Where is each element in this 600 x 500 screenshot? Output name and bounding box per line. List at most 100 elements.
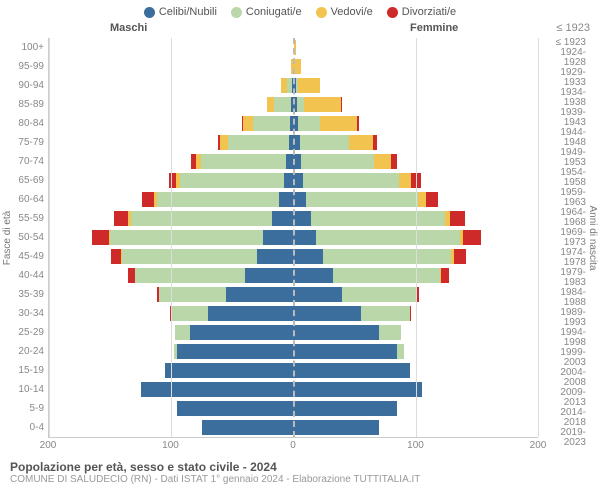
age-label: 85-89: [14, 95, 44, 114]
age-label: 65-69: [14, 171, 44, 190]
bar-segment: [411, 173, 421, 188]
bar-segment: [397, 344, 403, 359]
bar-segment: [441, 268, 448, 283]
male-half: [49, 285, 294, 304]
bar-segment: [180, 173, 284, 188]
plot: [48, 38, 538, 438]
female-half: [294, 399, 539, 418]
female-half: [294, 152, 539, 171]
male-half: [49, 266, 294, 285]
year-label: 1999-2003: [542, 348, 586, 368]
bar-segment: [294, 173, 304, 188]
bar-segment: [263, 230, 294, 245]
bar-segment: [297, 97, 304, 112]
year-label: 1944-1948: [542, 128, 586, 148]
year-label: 1934-1938: [542, 88, 586, 108]
bar-segment: [177, 401, 293, 416]
bar-segment: [426, 192, 438, 207]
female-half: [294, 38, 539, 57]
bar-segment: [159, 287, 226, 302]
bar-segment: [301, 154, 374, 169]
age-label: 50-54: [14, 228, 44, 247]
age-label: 35-39: [14, 286, 44, 305]
female-half: [294, 228, 539, 247]
bar-segment: [463, 230, 480, 245]
center-line: [293, 38, 295, 437]
age-label: 70-74: [14, 152, 44, 171]
bar-segment: [226, 287, 293, 302]
age-label: 15-19: [14, 362, 44, 381]
year-label: 1929-1933: [542, 68, 586, 88]
bar-segment: [357, 116, 359, 131]
bar-segment: [228, 135, 289, 150]
year-label: 1969-1973: [542, 228, 586, 248]
bar-segment: [135, 268, 245, 283]
x-axis: 2001000100200: [48, 438, 538, 456]
x-tick: 0: [290, 440, 296, 451]
male-half: [49, 361, 294, 380]
female-half: [294, 76, 539, 95]
bar-segment: [253, 116, 290, 131]
x-tick: 200: [530, 440, 547, 451]
bar-segment: [208, 306, 294, 321]
age-label: 75-79: [14, 133, 44, 152]
female-half: [294, 171, 539, 190]
male-half: [49, 171, 294, 190]
female-half: [294, 380, 539, 399]
bar-segment: [201, 154, 287, 169]
bar-segment: [304, 97, 341, 112]
male-half: [49, 342, 294, 361]
bar-segment: [142, 192, 154, 207]
bar-segment: [294, 382, 422, 397]
bar-segment: [175, 325, 190, 340]
male-half: [49, 247, 294, 266]
bar-segment: [294, 325, 380, 340]
header-first-year: ≤ 1923: [556, 22, 590, 34]
legend-item: Celibi/Nubili: [144, 6, 217, 18]
bar-segment: [243, 116, 253, 131]
bar-segment: [294, 268, 333, 283]
male-half: [49, 114, 294, 133]
male-half: [49, 190, 294, 209]
legend: Celibi/NubiliConiugati/eVedovi/eDivorzia…: [0, 0, 600, 22]
bar-segment: [333, 268, 441, 283]
female-half: [294, 133, 539, 152]
bar-segment: [171, 306, 208, 321]
year-label: 1959-1963: [542, 188, 586, 208]
bar-segment: [294, 287, 343, 302]
x-tick: 100: [162, 440, 179, 451]
year-label: 2009-2013: [542, 388, 586, 408]
bar-segment: [298, 116, 320, 131]
bar-segment: [157, 192, 279, 207]
y-axis-label-left: Fasce di età: [2, 211, 13, 265]
female-half: [294, 418, 539, 437]
bar-segment: [272, 211, 294, 226]
year-label: 2014-2018: [542, 408, 586, 428]
male-half: [49, 418, 294, 437]
bar-segment: [294, 249, 323, 264]
age-label: 5-9: [14, 400, 44, 419]
female-half: [294, 361, 539, 380]
bar-segment: [245, 268, 294, 283]
year-label: 1984-1988: [542, 288, 586, 308]
bar-segment: [110, 230, 263, 245]
bar-segment: [450, 211, 465, 226]
bar-segment: [379, 325, 401, 340]
female-half: [294, 266, 539, 285]
female-half: [294, 285, 539, 304]
legend-item: Vedovi/e: [316, 6, 373, 18]
bar-segment: [298, 78, 320, 93]
bar-segment: [294, 192, 306, 207]
year-label: 1939-1943: [542, 108, 586, 128]
age-label: 80-84: [14, 114, 44, 133]
age-label: 90-94: [14, 76, 44, 95]
bar-segment: [267, 97, 274, 112]
bar-segment: [320, 116, 357, 131]
footer: Popolazione per età, sesso e stato civil…: [0, 456, 600, 485]
bar-segment: [257, 249, 294, 264]
age-label: 60-64: [14, 190, 44, 209]
x-tick: 200: [40, 440, 57, 451]
male-half: [49, 152, 294, 171]
age-label: 20-24: [14, 343, 44, 362]
bar-segment: [122, 249, 256, 264]
